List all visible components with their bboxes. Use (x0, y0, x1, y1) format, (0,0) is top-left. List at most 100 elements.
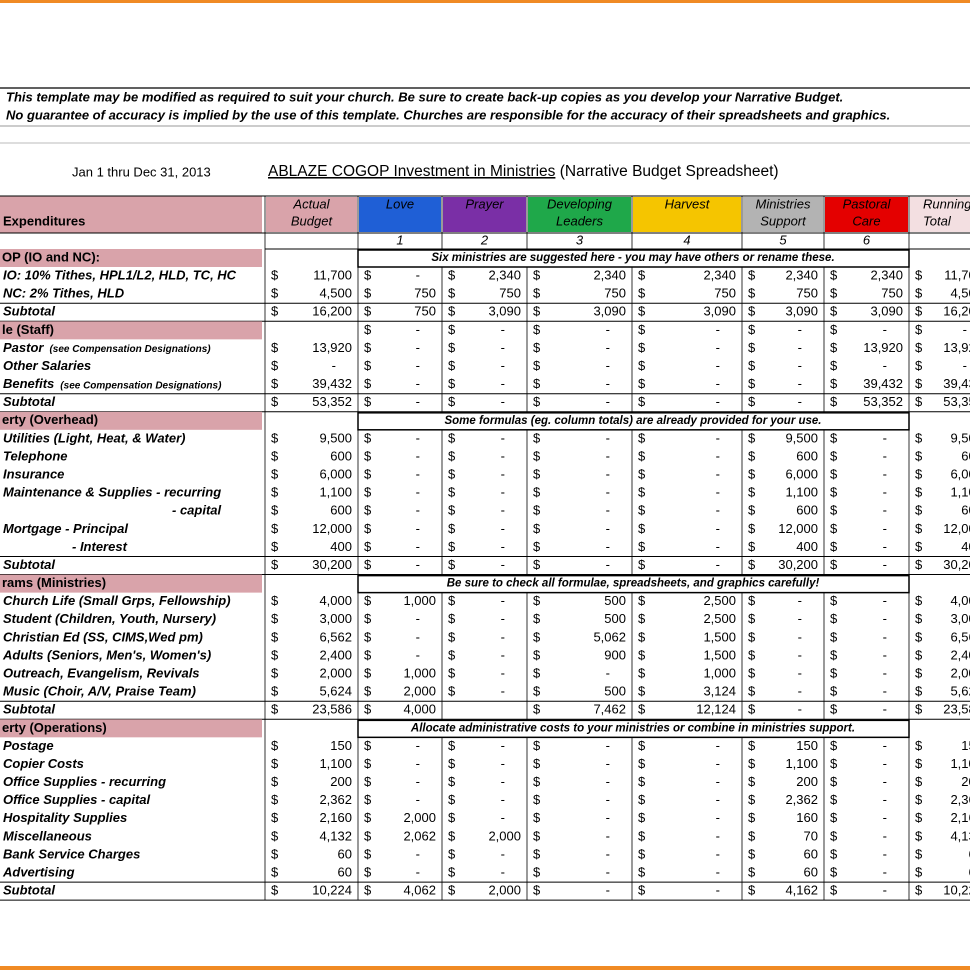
currency-sign: $ (830, 322, 838, 337)
cell-value: - (798, 358, 802, 373)
currency-sign: $ (830, 340, 838, 355)
currency-sign: $ (533, 557, 541, 572)
cell-value: - (716, 467, 720, 482)
currency-sign: $ (915, 792, 923, 807)
currency-sign: $ (748, 611, 756, 626)
cell-value: 4,000 (950, 593, 970, 608)
cell-value: 39,432 (863, 376, 903, 391)
currency-sign: $ (915, 358, 923, 373)
cell-value: 13,920 (312, 340, 352, 355)
currency-sign: $ (915, 448, 923, 463)
currency-sign: $ (915, 883, 923, 898)
row-label: Utilities (Light, Heat, & Water) (3, 430, 186, 445)
subtotal-label: Subtotal (3, 557, 55, 572)
cell-value: 6,000 (950, 467, 970, 482)
section-label: rams (Ministries) (2, 575, 106, 590)
currency-sign: $ (271, 846, 279, 861)
currency-sign: $ (448, 485, 456, 500)
currency-sign: $ (638, 467, 646, 482)
currency-sign: $ (364, 539, 372, 554)
currency-sign: $ (748, 448, 756, 463)
currency-sign: $ (638, 828, 646, 843)
row-label: Copier Costs (3, 756, 84, 771)
header-text: Care (852, 213, 880, 228)
cell-value: 5,062 (593, 629, 626, 644)
disclaimer: No guarantee of accuracy is implied by t… (6, 107, 890, 122)
currency-sign: $ (533, 286, 541, 301)
currency-sign: $ (830, 684, 838, 699)
currency-sign: $ (533, 467, 541, 482)
currency-sign: $ (830, 647, 838, 662)
currency-sign: $ (638, 430, 646, 445)
header-text: Support (760, 213, 807, 228)
currency-sign: $ (748, 792, 756, 807)
currency-sign: $ (448, 286, 456, 301)
cell-value: 1,100 (950, 756, 970, 771)
currency-sign: $ (448, 539, 456, 554)
cell-value: 53,352 (312, 394, 352, 409)
cell-value: - (606, 503, 610, 518)
currency-sign: $ (271, 666, 279, 681)
currency-sign: $ (748, 774, 756, 789)
cell-value: - (883, 792, 887, 807)
cell-value: 4,162 (785, 883, 818, 898)
currency-sign: $ (830, 557, 838, 572)
cell-value: - (883, 430, 887, 445)
header-text: Love (386, 196, 414, 211)
currency-sign: $ (533, 358, 541, 373)
currency-sign: $ (533, 774, 541, 789)
cell-value: - (416, 792, 420, 807)
cell-value: - (606, 792, 610, 807)
cell-value: 3,090 (870, 304, 903, 319)
cell-value: 4,000 (403, 702, 436, 717)
header-cell (443, 197, 526, 232)
currency-sign: $ (271, 864, 279, 879)
cell-value: 600 (961, 503, 970, 518)
disclaimer: This template may be modified as require… (6, 89, 843, 104)
cell-value: - (501, 810, 505, 825)
currency-sign: $ (915, 430, 923, 445)
currency-sign: $ (915, 521, 923, 536)
currency-sign: $ (748, 304, 756, 319)
currency-sign: $ (638, 738, 646, 753)
currency-sign: $ (638, 485, 646, 500)
currency-sign: $ (638, 593, 646, 608)
top-border (0, 0, 970, 3)
cell-value: 2,000 (488, 828, 521, 843)
currency-sign: $ (271, 304, 279, 319)
cell-value: 2,160 (950, 810, 970, 825)
cell-value: - (606, 340, 610, 355)
currency-sign: $ (830, 521, 838, 536)
cell-value: - (883, 684, 887, 699)
cell-value: 2,400 (319, 647, 352, 662)
cell-value: - (606, 485, 610, 500)
cell-value: - (606, 756, 610, 771)
cell-value: - (416, 756, 420, 771)
currency-sign: $ (638, 864, 646, 879)
currency-sign: $ (271, 448, 279, 463)
currency-sign: $ (748, 647, 756, 662)
currency-sign: $ (364, 611, 372, 626)
currency-sign: $ (748, 340, 756, 355)
header-cell (910, 197, 970, 232)
cell-value: - (883, 629, 887, 644)
header-cell (359, 197, 441, 232)
currency-sign: $ (271, 702, 279, 717)
cell-value: - (606, 376, 610, 391)
cell-value: - (606, 883, 610, 898)
cell-value: - (716, 557, 720, 572)
cell-value: 2,500 (703, 593, 736, 608)
title-main: ABLAZE COGOP Investment in Ministries (268, 163, 556, 180)
row-label: Office Supplies - capital (3, 792, 151, 807)
currency-sign: $ (364, 810, 372, 825)
cell-value: - (883, 521, 887, 536)
currency-sign: $ (364, 467, 372, 482)
currency-sign: $ (364, 846, 372, 861)
currency-sign: $ (915, 557, 923, 572)
cell-value: 750 (881, 286, 903, 301)
cell-value: 3,090 (593, 304, 626, 319)
cell-value: 750 (414, 304, 436, 319)
cell-value: - (716, 792, 720, 807)
currency-sign: $ (533, 629, 541, 644)
cell-value: - (501, 792, 505, 807)
